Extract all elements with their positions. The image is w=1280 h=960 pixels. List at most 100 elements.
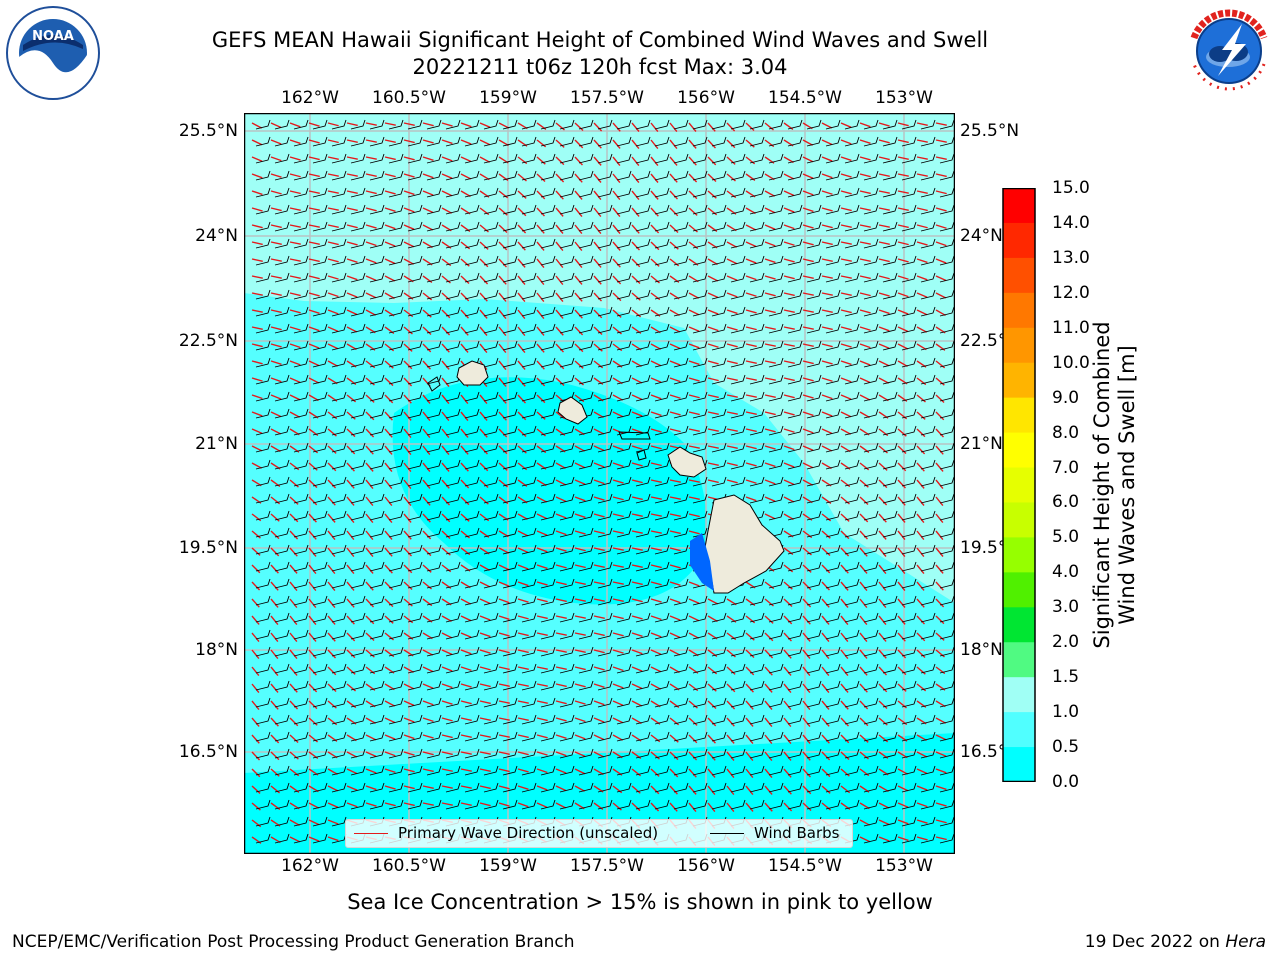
- wind-barb: [692, 476, 708, 487]
- wind-barb: [426, 782, 442, 793]
- wave-direction-arrow: [745, 309, 757, 314]
- wave-direction-arrow: [707, 683, 717, 692]
- wind-barb: [920, 272, 936, 283]
- wind-barb: [445, 493, 461, 504]
- wind-barb: [350, 119, 366, 130]
- wind-barb: [521, 731, 537, 742]
- wave-direction-arrow: [935, 717, 947, 724]
- wind-barb: [768, 323, 784, 334]
- wind-barb: [711, 306, 727, 317]
- wave-direction-arrow: [479, 666, 491, 671]
- island-kauai: [456, 360, 489, 386]
- wind-barb: [939, 629, 955, 640]
- wave-direction-arrow: [745, 802, 754, 812]
- colorbar-tick-label: 0.0: [1052, 772, 1080, 792]
- wind-barb: [350, 680, 366, 691]
- wave-direction-arrow: [688, 530, 700, 535]
- wind-barb: [293, 136, 309, 147]
- wave-direction-arrow: [935, 411, 945, 421]
- colorbar-tick-label: 1.0: [1052, 702, 1080, 723]
- wind-barb: [597, 425, 613, 436]
- wind-barb: [559, 357, 575, 368]
- wave-direction-arrow: [251, 615, 260, 625]
- wave-direction-arrow: [745, 156, 756, 165]
- wind-barb: [407, 408, 423, 419]
- wave-direction-arrow: [289, 190, 301, 195]
- wind-barb: [502, 595, 518, 606]
- wind-barb: [483, 408, 499, 419]
- wave-direction-arrow: [346, 530, 355, 541]
- wind-barb: [445, 476, 461, 487]
- wave-direction-arrow: [346, 615, 355, 625]
- wind-barb: [844, 391, 860, 402]
- wave-direction-arrow: [536, 496, 548, 503]
- wind-barb: [521, 289, 537, 300]
- wind-barb: [597, 680, 613, 691]
- wind-barb: [939, 204, 955, 215]
- wind-barb: [844, 680, 860, 691]
- wave-direction-arrow: [878, 462, 888, 471]
- wave-direction-arrow: [650, 224, 660, 234]
- wind-barb: [502, 408, 518, 419]
- wind-barb: [673, 595, 689, 606]
- wave-direction-arrow: [935, 139, 947, 143]
- wave-direction-arrow: [783, 190, 795, 197]
- wind-barb: [540, 153, 556, 164]
- wind-barb: [787, 578, 803, 589]
- wind-barb: [312, 476, 328, 487]
- wind-barb: [350, 612, 366, 623]
- wind-barb: [920, 425, 936, 436]
- wind-barb: [654, 646, 670, 657]
- wave-direction-arrow: [308, 530, 317, 540]
- wind-barb: [559, 646, 575, 657]
- wave-direction-arrow: [726, 377, 738, 382]
- wind-barb: [521, 697, 537, 708]
- wave-direction-arrow: [859, 275, 871, 280]
- wind-barb: [616, 782, 632, 793]
- wave-direction-arrow: [840, 513, 850, 522]
- wind-barb: [578, 153, 594, 164]
- wave-direction-arrow: [935, 394, 945, 404]
- wave-direction-arrow: [764, 411, 776, 416]
- wind-barb: [502, 629, 518, 640]
- wave-direction-arrow: [251, 139, 263, 146]
- wave-direction-arrow: [251, 275, 263, 279]
- wave-direction-arrow: [384, 190, 396, 195]
- wind-barb: [787, 255, 803, 266]
- wave-direction-arrow: [536, 224, 545, 234]
- wave-direction-arrow: [422, 190, 434, 196]
- wind-barb: [331, 714, 347, 725]
- wind-barb: [407, 221, 423, 232]
- wind-barb: [901, 612, 917, 623]
- wind-barb: [844, 595, 860, 606]
- lat-tick-left-5: 19.5°N: [178, 538, 238, 558]
- wind-barb: [635, 170, 651, 181]
- wind-barb: [673, 561, 689, 572]
- wave-direction-arrow: [308, 207, 320, 211]
- wind-barb: [578, 714, 594, 725]
- wave-direction-arrow: [555, 581, 567, 586]
- wave-direction-arrow: [555, 139, 565, 148]
- shallow-coastal-water: [690, 533, 714, 591]
- wind-barb: [673, 629, 689, 640]
- wave-direction-arrow: [365, 513, 374, 524]
- wind-barb: [787, 323, 803, 334]
- wind-barb: [768, 187, 784, 198]
- wave-direction-arrow: [878, 241, 890, 246]
- wave-direction-arrow: [555, 258, 564, 269]
- wind-barb: [369, 629, 385, 640]
- wave-direction-arrow: [612, 530, 624, 535]
- wind-barb: [369, 119, 385, 130]
- wind-barb: [616, 731, 632, 742]
- wind-barb: [369, 425, 385, 436]
- wave-direction-arrow: [289, 598, 298, 609]
- wave-direction-arrow: [384, 700, 396, 707]
- wave-direction-arrow: [631, 530, 643, 534]
- wind-barb: [388, 221, 404, 232]
- wave-direction-arrow: [270, 513, 280, 522]
- wave-direction-arrow: [612, 139, 621, 149]
- colorbar-tick-label: 4.0: [1052, 562, 1080, 583]
- wind-barb: [274, 425, 290, 436]
- wind-barb: [901, 595, 917, 606]
- wind-barb: [464, 170, 480, 181]
